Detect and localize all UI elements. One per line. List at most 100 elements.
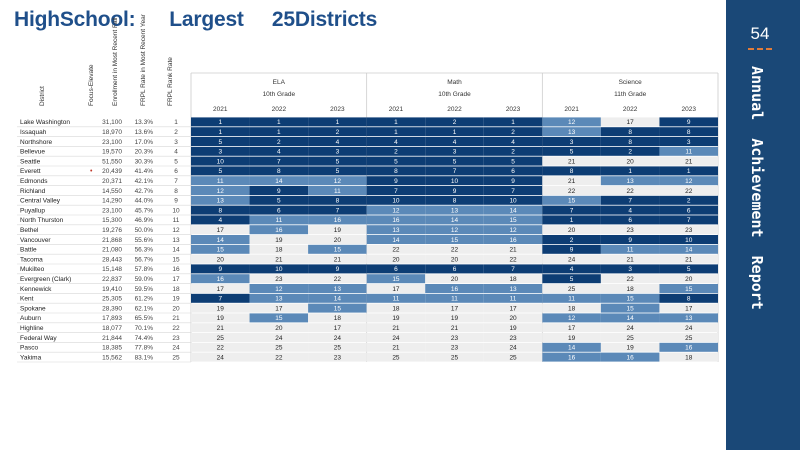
enrollment-value: 17,893	[102, 315, 122, 322]
rank-value: 9	[511, 178, 515, 185]
rank-cell	[191, 244, 250, 254]
frpl-rate-value: 59.0%	[135, 276, 154, 283]
rank-cell	[542, 176, 601, 186]
rank-cell	[308, 195, 367, 205]
rank-cell	[542, 342, 601, 352]
district-name: Spokane	[20, 305, 46, 312]
rank-cell	[425, 166, 484, 176]
enrollment-value: 18,970	[102, 129, 122, 136]
rank-cell	[366, 323, 426, 333]
enrollment-value: 23,100	[102, 207, 122, 214]
rank-cell	[249, 195, 309, 205]
rank-cell	[249, 342, 309, 352]
district-name: Puyallup	[20, 207, 45, 214]
rank-value: 11	[568, 296, 575, 303]
rank-cell	[249, 254, 309, 264]
rank-cell	[542, 264, 601, 274]
rank-value: 15	[334, 247, 342, 254]
frpl-rank-value: 20	[172, 305, 180, 312]
rank-cell	[308, 284, 367, 293]
rank-cell	[659, 186, 718, 195]
rank-value: 19	[392, 315, 400, 322]
rank-cell	[425, 264, 484, 274]
rank-cell	[308, 323, 367, 333]
group-grade-label: 10th Grade	[438, 91, 471, 98]
rank-value: 15	[627, 296, 635, 303]
rank-value: 21	[568, 178, 576, 185]
rank-value: 11	[685, 149, 692, 156]
rank-value: 15	[217, 247, 225, 254]
rank-value: 10	[275, 266, 283, 273]
rank-cell	[366, 313, 426, 323]
rank-cell	[366, 127, 426, 137]
rank-cell	[308, 342, 367, 352]
year-label: 2023	[681, 106, 696, 113]
rank-value: 25	[627, 335, 635, 342]
rank-cell	[659, 274, 718, 284]
rank-value: 21	[685, 158, 693, 165]
frpl-rank-value: 2	[174, 129, 178, 136]
rank-cell	[366, 225, 426, 235]
rank-value: 11	[334, 188, 341, 195]
enrollment-value: 21,080	[102, 247, 122, 254]
rank-value: 22	[627, 276, 635, 283]
rank-cell	[483, 215, 543, 225]
frpl-rate-value: 50.0%	[135, 227, 154, 234]
rank-cell	[425, 225, 484, 235]
enrollment-value: 51,550	[102, 158, 122, 165]
rank-cell	[483, 352, 543, 362]
rank-cell	[542, 186, 601, 195]
rank-value: 22	[509, 256, 517, 263]
rank-cell	[308, 117, 367, 127]
rank-cell	[308, 244, 367, 254]
district-name: Mukilteo	[20, 266, 45, 273]
frpl-rate-value: 65.5%	[135, 315, 154, 322]
district-name: North Thurston	[20, 217, 64, 224]
rank-cell	[542, 166, 601, 176]
rank-value: 6	[277, 207, 281, 214]
rank-value: 13	[392, 227, 400, 234]
rank-value: 5	[511, 158, 515, 165]
rank-value: 22	[392, 247, 400, 254]
rank-value: 8	[336, 198, 340, 205]
rank-cell	[425, 244, 484, 254]
frpl-rank-value: 14	[172, 247, 180, 254]
rank-cell	[659, 333, 718, 342]
rank-cell	[600, 303, 660, 313]
rank-value: 24	[685, 325, 693, 332]
rank-cell	[659, 313, 718, 323]
rank-cell	[425, 117, 484, 127]
rank-cell	[425, 186, 484, 195]
district-name: Bethel	[20, 227, 39, 234]
rank-cell	[659, 156, 718, 166]
rank-value: 2	[570, 237, 574, 244]
rank-value: 2	[628, 149, 632, 156]
rank-value: 18	[568, 305, 576, 312]
rank-cell	[249, 313, 309, 323]
frpl-rate-value: 13.6%	[135, 129, 154, 136]
district-name: Federal Way	[20, 335, 57, 342]
frpl-rate-value: 55.6%	[135, 237, 154, 244]
rank-cell	[366, 166, 426, 176]
rank-value: 14	[568, 345, 576, 352]
frpl-rank-value: 24	[172, 345, 180, 352]
rank-value: 21	[685, 256, 693, 263]
rank-cell	[366, 284, 426, 293]
rank-value: 1	[453, 129, 457, 136]
rank-cell	[600, 235, 660, 244]
rank-cell	[308, 293, 367, 303]
enrollment-value: 15,148	[102, 266, 122, 273]
rank-cell	[425, 303, 484, 313]
enrollment-value: 14,290	[102, 198, 122, 205]
rank-cell	[425, 195, 484, 205]
enrollment-value: 25,305	[102, 296, 122, 303]
rank-value: 16	[334, 217, 342, 224]
district-rank-table: District Focus-Elevate Enrollment in Most …	[17, 13, 719, 363]
rank-value: 8	[570, 168, 574, 175]
frpl-rank-value: 7	[174, 178, 178, 185]
rank-value: 2	[394, 149, 398, 156]
year-label: 2023	[506, 106, 521, 113]
rank-cell	[191, 352, 250, 362]
rank-cell	[191, 117, 250, 127]
rank-cell	[366, 146, 426, 156]
